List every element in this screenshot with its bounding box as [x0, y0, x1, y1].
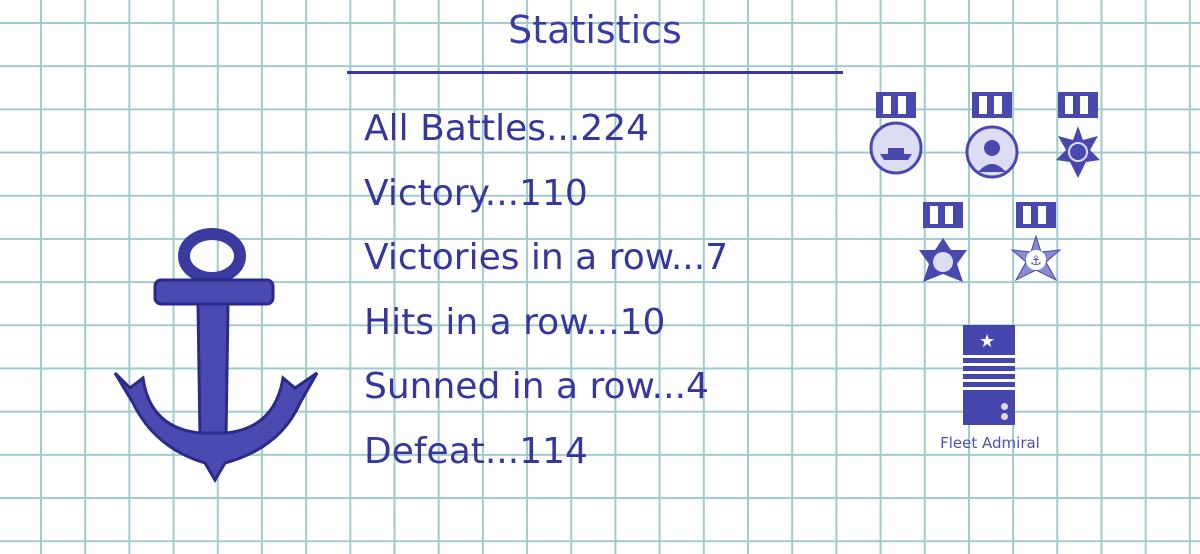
ship-medal-icon [869, 92, 923, 175]
svg-text:⚓: ⚓ [1030, 254, 1042, 269]
title-divider [347, 71, 843, 74]
stat-hits-in-row: Hits in a row...10 [364, 301, 666, 343]
officer-medal-icon [965, 92, 1019, 179]
anchor-star-medal-icon: ⚓ [1010, 202, 1062, 282]
crosshair-star-medal-icon [1056, 92, 1100, 178]
anchor-icon [113, 228, 319, 483]
stats-list: All Battles...224 Victory...110 Victorie… [364, 104, 728, 491]
skull-cross-medal-icon [919, 202, 967, 282]
page-title: Statistics [508, 8, 682, 52]
stat-defeat: Defeat...114 [364, 430, 588, 472]
rank-name: Fleet Admiral [940, 434, 1040, 452]
stat-victory: Victory...110 [364, 172, 588, 214]
fleet-admiral-shoulder-board-icon: ★ [963, 325, 1015, 425]
stat-sunk-in-row: Sunned in a row...4 [364, 366, 709, 407]
stat-all-battles: All Battles...224 [364, 108, 650, 149]
stat-victories-in-row: Victories in a row...7 [364, 237, 729, 278]
